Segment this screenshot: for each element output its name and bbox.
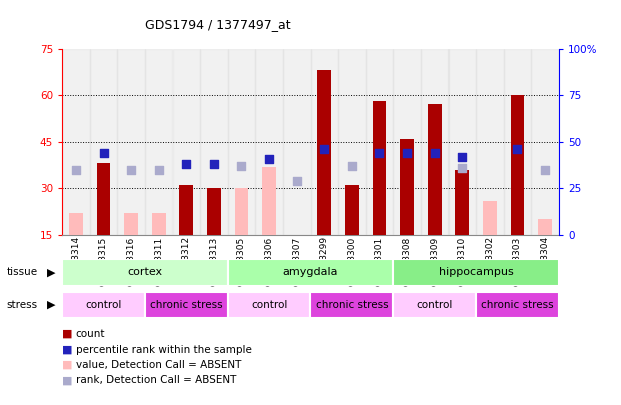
Point <box>512 146 522 152</box>
Bar <box>393 49 421 235</box>
Text: percentile rank within the sample: percentile rank within the sample <box>76 345 252 354</box>
Bar <box>62 49 89 235</box>
Point <box>402 150 412 156</box>
Point <box>237 163 247 169</box>
Bar <box>152 213 166 235</box>
Bar <box>69 213 83 235</box>
Bar <box>366 49 393 235</box>
Point <box>374 150 384 156</box>
Bar <box>532 49 559 235</box>
Bar <box>448 49 476 235</box>
Text: ■: ■ <box>62 360 73 370</box>
Bar <box>89 49 117 235</box>
Bar <box>179 185 193 235</box>
Point <box>347 163 357 169</box>
Text: count: count <box>76 329 106 339</box>
Point <box>154 166 164 173</box>
Bar <box>117 49 145 235</box>
Bar <box>476 49 504 235</box>
Point <box>540 166 550 173</box>
Text: control: control <box>251 300 288 310</box>
Bar <box>228 49 255 235</box>
Text: ■: ■ <box>62 375 73 385</box>
Bar <box>173 49 200 235</box>
Bar <box>483 201 497 235</box>
Bar <box>235 188 248 235</box>
Bar <box>228 292 310 318</box>
Text: rank, Detection Call = ABSENT: rank, Detection Call = ABSENT <box>76 375 236 385</box>
Bar <box>310 292 393 318</box>
Point <box>457 153 467 160</box>
Bar <box>62 259 228 286</box>
Text: tissue: tissue <box>6 267 37 277</box>
Bar <box>338 49 366 235</box>
Bar <box>476 292 559 318</box>
Text: chronic stress: chronic stress <box>481 300 554 310</box>
Text: control: control <box>417 300 453 310</box>
Point <box>181 161 191 167</box>
Bar <box>200 49 228 235</box>
Text: amygdala: amygdala <box>283 267 338 277</box>
Bar <box>428 104 442 235</box>
Text: chronic stress: chronic stress <box>150 300 222 310</box>
Bar <box>145 292 228 318</box>
Text: ■: ■ <box>62 329 73 339</box>
Text: GDS1794 / 1377497_at: GDS1794 / 1377497_at <box>145 18 290 31</box>
Bar <box>145 49 173 235</box>
Text: ■: ■ <box>62 345 73 354</box>
Bar <box>97 164 111 235</box>
Bar <box>317 70 331 235</box>
Bar <box>455 170 469 235</box>
Point <box>319 146 329 152</box>
Bar <box>504 49 532 235</box>
Bar <box>538 220 552 235</box>
Bar <box>62 292 145 318</box>
Text: hippocampus: hippocampus <box>438 267 514 277</box>
Bar <box>255 49 283 235</box>
Bar <box>283 49 310 235</box>
Point <box>126 166 136 173</box>
Point <box>430 150 440 156</box>
Text: chronic stress: chronic stress <box>315 300 388 310</box>
Bar <box>400 139 414 235</box>
Bar <box>310 49 338 235</box>
Bar <box>124 213 138 235</box>
Text: control: control <box>85 300 122 310</box>
Bar <box>373 101 386 235</box>
Text: ▶: ▶ <box>47 300 55 310</box>
Bar <box>421 49 448 235</box>
Point <box>71 166 81 173</box>
Bar <box>393 292 476 318</box>
Text: cortex: cortex <box>127 267 163 277</box>
Point <box>457 164 467 171</box>
Text: ▶: ▶ <box>47 267 55 277</box>
Point <box>292 178 302 184</box>
Bar <box>345 185 359 235</box>
Point <box>264 155 274 162</box>
Bar <box>262 166 276 235</box>
Bar <box>207 188 221 235</box>
Point <box>99 150 109 156</box>
Text: value, Detection Call = ABSENT: value, Detection Call = ABSENT <box>76 360 241 370</box>
Text: stress: stress <box>6 300 37 310</box>
Point <box>209 161 219 167</box>
Bar <box>393 259 559 286</box>
Bar <box>228 259 393 286</box>
Bar <box>510 95 524 235</box>
